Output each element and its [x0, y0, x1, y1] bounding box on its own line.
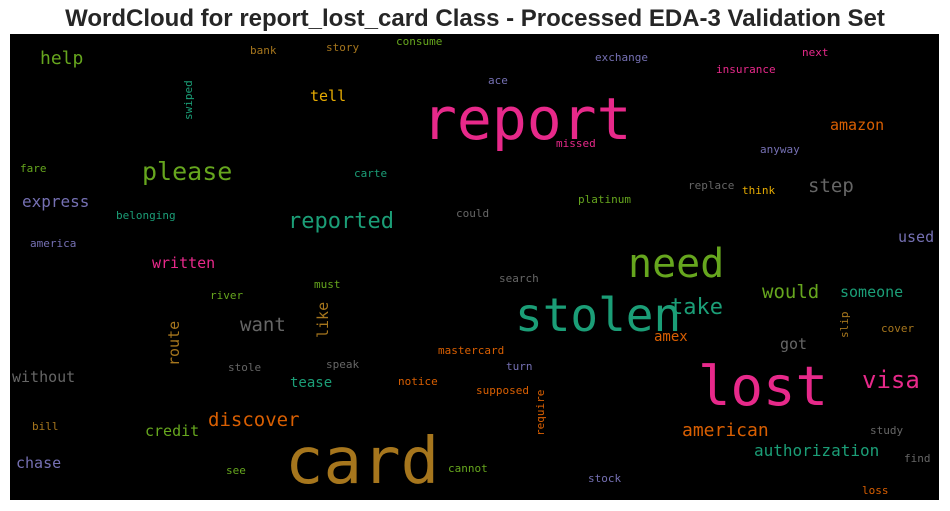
word-someone: someone: [840, 283, 904, 301]
word-step: step: [808, 175, 854, 197]
word-tease: tease: [290, 375, 333, 391]
word-reported: reported: [288, 209, 394, 234]
wordcloud-canvas: report card lost stolen need please reported vi…: [10, 34, 939, 500]
word-stock: stock: [588, 472, 622, 485]
word-bank: bank: [250, 44, 277, 57]
word-slip: slip: [838, 311, 851, 339]
word-like: like: [314, 301, 332, 338]
word-authorization: authorization: [754, 441, 880, 460]
word-card: card: [285, 425, 440, 499]
word-fare: fare: [20, 162, 47, 175]
word-amex: amex: [654, 329, 688, 345]
word-see: see: [226, 464, 246, 477]
word-turn: turn: [506, 360, 533, 373]
word-require: require: [534, 389, 547, 436]
word-supposed: supposed: [476, 384, 529, 397]
word-lost: lost: [698, 355, 829, 418]
word-amazon: amazon: [830, 116, 885, 134]
word-got: got: [780, 335, 808, 353]
word-search: search: [499, 272, 539, 285]
figure-title: WordCloud for report_lost_card Class - P…: [65, 5, 885, 32]
word-find: find: [904, 452, 931, 465]
word-replace: replace: [688, 179, 735, 192]
word-express: express: [22, 192, 90, 211]
word-insurance: insurance: [716, 63, 776, 76]
word-must: must: [314, 278, 341, 291]
word-stolen: stolen: [515, 288, 682, 342]
word-american: american: [682, 420, 769, 441]
word-exchange: exchange: [595, 51, 648, 64]
word-story: story: [326, 41, 360, 54]
word-take: take: [670, 295, 723, 320]
word-bill: bill: [32, 420, 59, 433]
word-help: help: [40, 48, 84, 69]
word-speak: speak: [326, 358, 360, 371]
word-chase: chase: [16, 454, 62, 472]
word-think: think: [742, 184, 776, 197]
word-could: could: [456, 207, 490, 220]
word-used: used: [898, 228, 935, 246]
word-please: please: [142, 157, 233, 186]
word-anyway: anyway: [760, 143, 800, 156]
word-missed: missed: [556, 137, 596, 150]
word-without: without: [12, 368, 76, 386]
word-next: next: [802, 46, 829, 59]
word-discover: discover: [208, 409, 300, 431]
word-written: written: [152, 254, 216, 272]
word-stole: stole: [228, 361, 262, 374]
word-study: study: [870, 424, 904, 437]
word-belonging: belonging: [116, 209, 176, 222]
word-consume: consume: [396, 35, 443, 48]
word-mastercard: mastercard: [438, 344, 505, 357]
word-report: report: [422, 85, 632, 153]
word-want: want: [240, 314, 286, 336]
word-loss: loss: [862, 484, 889, 497]
word-would: would: [762, 281, 820, 303]
word-river: river: [210, 289, 244, 302]
word-visa: visa: [862, 366, 920, 394]
word-cannot: cannot: [448, 462, 488, 475]
word-america: america: [30, 237, 77, 250]
word-cover: cover: [881, 322, 915, 335]
word-notice: notice: [398, 375, 438, 388]
word-credit: credit: [145, 422, 200, 440]
word-platinum: platinum: [578, 193, 631, 206]
word-carte: carte: [354, 167, 388, 180]
word-ace: ace: [488, 74, 508, 87]
word-swiped: swiped: [182, 80, 195, 120]
word-route: route: [165, 320, 183, 366]
word-tell: tell: [310, 87, 347, 105]
word-need: need: [628, 241, 725, 287]
